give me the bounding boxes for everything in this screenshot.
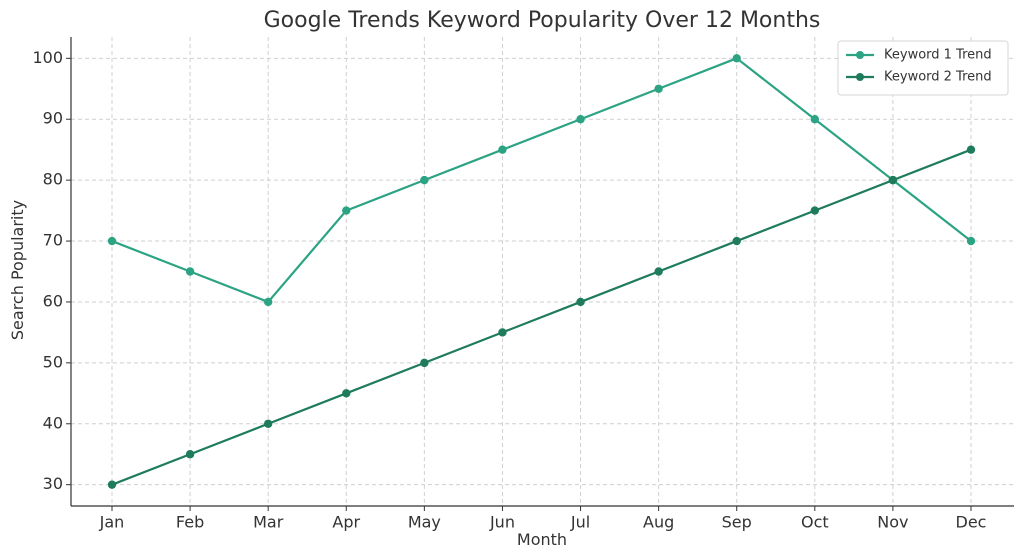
axes: Jan Feb Mar Apr May Jun Jul Aug Sep Oct Nov Dec 30 40… bbox=[32, 37, 1014, 532]
legend-marker bbox=[856, 73, 864, 81]
series-line bbox=[110, 57, 973, 304]
legend-box bbox=[837, 40, 1009, 96]
data-point bbox=[810, 206, 820, 215]
data-point bbox=[966, 236, 976, 246]
data-point bbox=[263, 419, 273, 428]
data-point bbox=[732, 54, 741, 63]
x-axis-label: Month bbox=[517, 530, 567, 549]
data-point bbox=[810, 115, 820, 124]
x-tick-label: Jan bbox=[99, 513, 125, 532]
y-tick-label: 80 bbox=[43, 170, 63, 189]
legend-label: Keyword 1 Trend bbox=[884, 48, 992, 63]
x-tick-label: Feb bbox=[176, 513, 204, 532]
x-tick-label: Mar bbox=[253, 513, 284, 532]
y-tick-label: 60 bbox=[43, 291, 63, 310]
x-tick-label: Sep bbox=[722, 513, 752, 532]
x-tick-label: Apr bbox=[332, 513, 360, 532]
data-point bbox=[654, 267, 663, 276]
y-tick-label: 40 bbox=[43, 413, 63, 432]
data-point bbox=[263, 297, 273, 307]
data-point bbox=[498, 145, 507, 154]
legend-item: Keyword 1 Trend bbox=[846, 48, 992, 63]
data-point bbox=[420, 175, 429, 185]
data-point bbox=[576, 115, 585, 124]
y-axis-label: Search Popularity bbox=[8, 200, 27, 340]
x-tick-label: Aug bbox=[643, 513, 674, 532]
data-point bbox=[498, 328, 507, 337]
data-point bbox=[420, 358, 429, 368]
legend-item: Keyword 2 Trend bbox=[846, 70, 992, 85]
x-tick-label: Dec bbox=[956, 513, 987, 532]
y-tick-label: 70 bbox=[43, 231, 63, 250]
x-tick-label: Jun bbox=[489, 513, 515, 532]
data-point bbox=[342, 206, 351, 215]
data-point bbox=[732, 236, 741, 246]
series-2 bbox=[107, 145, 976, 489]
x-tick-label: May bbox=[408, 513, 441, 532]
legend-label: Keyword 2 Trend bbox=[884, 70, 992, 85]
series-line bbox=[110, 148, 973, 486]
y-tick-label: 50 bbox=[43, 352, 63, 371]
y-tick-label: 90 bbox=[43, 109, 63, 128]
legend-marker bbox=[856, 51, 864, 59]
y-tick-label: 30 bbox=[43, 474, 63, 493]
x-tick-label: Jul bbox=[570, 513, 590, 532]
series-1 bbox=[107, 54, 976, 307]
series-group bbox=[107, 54, 976, 489]
x-tick-label: Nov bbox=[877, 513, 908, 532]
x-tick-label: Oct bbox=[801, 513, 829, 532]
data-point bbox=[107, 480, 117, 489]
legend: Keyword 1 Trend Keyword 2 Trend bbox=[837, 40, 1009, 96]
chart-title: Google Trends Keyword Popularity Over 12… bbox=[264, 8, 821, 33]
data-point bbox=[576, 297, 585, 307]
data-point bbox=[888, 175, 898, 185]
grid bbox=[71, 37, 1014, 506]
data-point bbox=[966, 145, 976, 154]
data-point bbox=[654, 84, 663, 93]
data-point bbox=[185, 267, 195, 276]
data-point bbox=[185, 450, 195, 459]
data-point bbox=[107, 236, 117, 246]
data-point bbox=[342, 389, 351, 398]
y-tick-label: 100 bbox=[32, 48, 63, 67]
